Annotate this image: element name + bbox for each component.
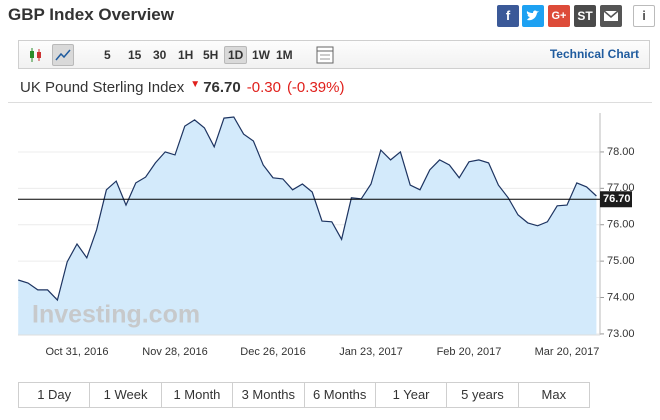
y-tick-label: 76.00: [607, 219, 635, 231]
watermark: Investing.com: [32, 301, 200, 329]
range-button[interactable]: 1 Year: [376, 383, 448, 407]
stocktwits-share[interactable]: ST: [574, 5, 596, 27]
change-percent: (-0.39%): [286, 79, 345, 96]
x-tick-label: Feb 20, 2017: [437, 346, 502, 358]
interval-button[interactable]: 5: [104, 48, 111, 62]
chart: 73.00 74.00 75.00 76.00 77.00 78.00 Investing.…: [18, 113, 635, 358]
y-tick-label: 77.00: [607, 182, 635, 194]
candlestick-button[interactable]: [27, 46, 45, 64]
line-icon: [55, 49, 71, 61]
quote-line: UK Pound Sterling Index ▼ 76.70 -0.30 (-0.39…: [20, 79, 350, 96]
change: -0.30: [246, 79, 281, 96]
last-price-tag: [600, 191, 632, 208]
twitter-icon: [526, 10, 539, 21]
range-button[interactable]: 3 Months: [233, 383, 305, 407]
interval-button[interactable]: 5H: [203, 48, 219, 62]
price-line: [18, 116, 597, 302]
range-button[interactable]: Max: [541, 387, 567, 402]
last-price-label: 76.70: [603, 193, 631, 205]
x-tick-label: Oct 31, 2016: [46, 346, 109, 358]
range-button[interactable]: 1 Month: [162, 383, 234, 407]
range-button[interactable]: 6 Months: [305, 383, 376, 407]
instrument-name: UK Pound Sterling Index: [20, 79, 185, 96]
divider: [8, 102, 652, 103]
y-tick-label: 75.00: [607, 255, 635, 267]
x-tick-label: Jan 23, 2017: [339, 346, 403, 358]
x-tick-label: Dec 26, 2016: [240, 346, 305, 358]
line-chart-button[interactable]: [52, 44, 74, 66]
y-tick-label: 78.00: [607, 146, 635, 158]
x-tick-label: Mar 20, 2017: [535, 346, 600, 358]
info-button[interactable]: i: [633, 5, 655, 27]
twitter-share[interactable]: [522, 5, 544, 27]
down-arrow: ▼: [190, 79, 201, 90]
email-share[interactable]: [600, 5, 622, 27]
table-button[interactable]: [315, 45, 335, 65]
range-button[interactable]: 5 years: [447, 383, 519, 407]
interval-button[interactable]: 30: [153, 48, 167, 62]
technical-chart-link[interactable]: Technical Chart: [549, 47, 639, 61]
page-title: GBP Index Overview: [8, 5, 174, 24]
interval-button[interactable]: 1H: [178, 48, 194, 62]
y-tick-label: 73.00: [607, 328, 635, 340]
area-fill: [18, 117, 597, 335]
price: 76.70: [203, 79, 241, 96]
interval-button[interactable]: 15: [128, 48, 142, 62]
interval-button[interactable]: 1M: [276, 48, 293, 62]
facebook-share[interactable]: f: [497, 5, 519, 27]
mail-icon: [603, 10, 619, 21]
range-button[interactable]: 1 Week: [90, 383, 162, 407]
y-tick-label: 74.00: [607, 291, 635, 303]
google-share[interactable]: G+: [548, 5, 570, 27]
range-selector: 1 Day 1 Week 1 Month 3 Months 6 Months 1 Year…: [18, 382, 590, 408]
x-tick-label: Nov 28, 2016: [142, 346, 207, 358]
interval-button[interactable]: 1D: [224, 46, 248, 64]
chart-toolbar: 5 15 30 1H 5H 1D 1W 1M Technical Chart: [18, 40, 650, 69]
interval-button[interactable]: 1W: [252, 48, 270, 62]
range-button[interactable]: 1 Day: [19, 383, 91, 407]
